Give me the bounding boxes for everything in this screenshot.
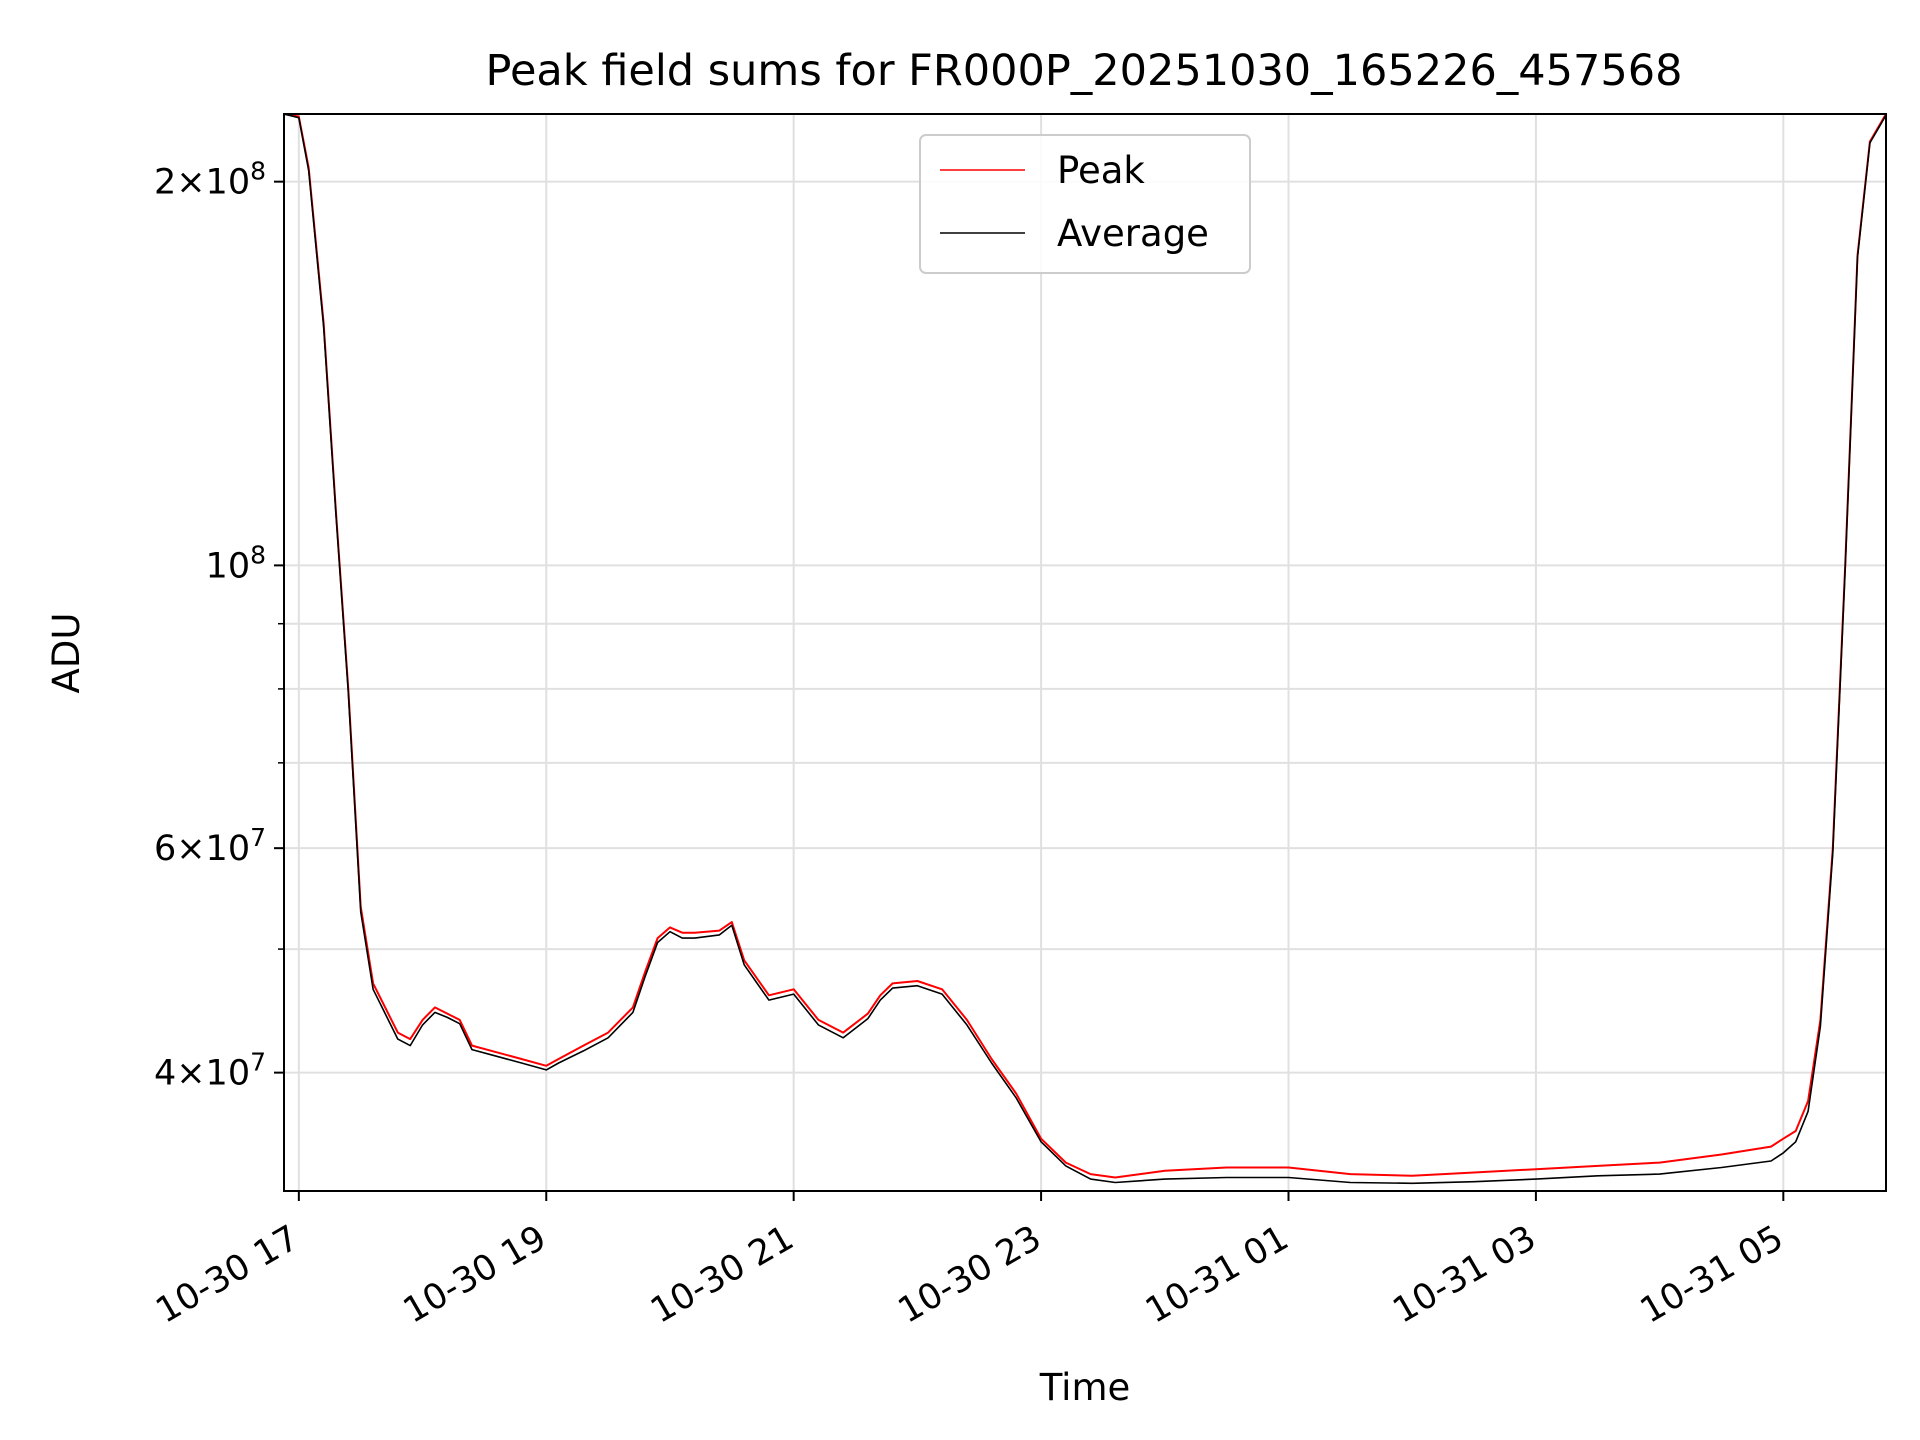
y-tick-label: 108 [206, 540, 266, 586]
legend-label-peak: Peak [1057, 149, 1145, 192]
chart-title: Peak field sums for FR000P_20251030_1652… [486, 46, 1683, 96]
y-tick-label: 2×108 [154, 157, 266, 203]
legend: Peak Average [919, 134, 1251, 274]
y-axis-ticks: 4×107 6×107 108 2×108 [154, 157, 284, 1094]
series-line-peak [284, 114, 1886, 1179]
y-tick-label: 6×107 [154, 823, 266, 869]
legend-label-average: Average [1057, 212, 1209, 255]
plot-frame [283, 113, 1887, 1192]
series-line-average [284, 114, 1886, 1185]
y-axis-label: ADU [45, 613, 88, 694]
y-tick-label: 4×107 [154, 1048, 266, 1094]
x-axis-label: Time [1039, 1366, 1131, 1409]
series-layer [284, 114, 1886, 1185]
